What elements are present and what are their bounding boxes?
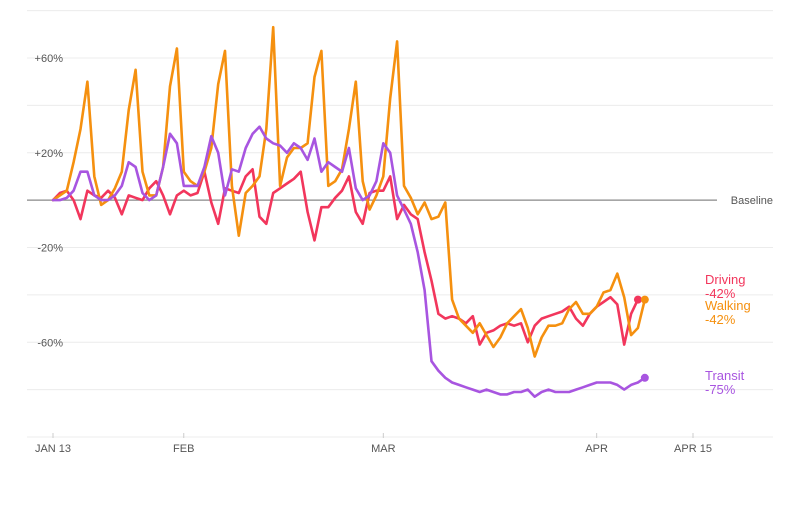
x-tick-label: APR 15 <box>674 443 712 455</box>
series-name-walking: Walking <box>705 298 751 313</box>
y-axis-ticks: +60% +20% -20% -60% <box>35 53 64 349</box>
series-end-value-driving: -42% <box>705 286 736 301</box>
series-end-dot-driving <box>633 295 642 304</box>
series-name-transit: Transit <box>705 368 745 383</box>
series-end-dot-walking <box>640 295 649 304</box>
x-tick-label: MAR <box>371 443 396 455</box>
y-tick-label: -20% <box>37 243 63 255</box>
series-line-walking <box>51 25 647 358</box>
y-tick-label: +60% <box>35 53 64 65</box>
series-line-transit <box>51 125 647 399</box>
x-axis-ticks: JAN 13 FEB MAR APR APR 15 <box>35 433 712 455</box>
series-end-value-walking: -42% <box>705 312 736 327</box>
series-end-value-transit: -75% <box>705 382 736 397</box>
x-tick-label: FEB <box>173 443 194 455</box>
series-end-dot-transit <box>640 373 649 382</box>
y-tick-label: +20% <box>35 148 64 160</box>
baseline-label: Baseline <box>731 195 773 207</box>
series-end-labels: Driving-42%Walking-42%Transit-75% <box>633 272 751 397</box>
gridlines <box>27 10 773 438</box>
y-tick-label: -60% <box>37 337 63 349</box>
series-line-driving <box>51 168 640 346</box>
x-tick-label: JAN 13 <box>35 443 71 455</box>
series-lines <box>51 25 647 399</box>
x-tick-label: APR <box>585 443 608 455</box>
series-name-driving: Driving <box>705 272 745 287</box>
